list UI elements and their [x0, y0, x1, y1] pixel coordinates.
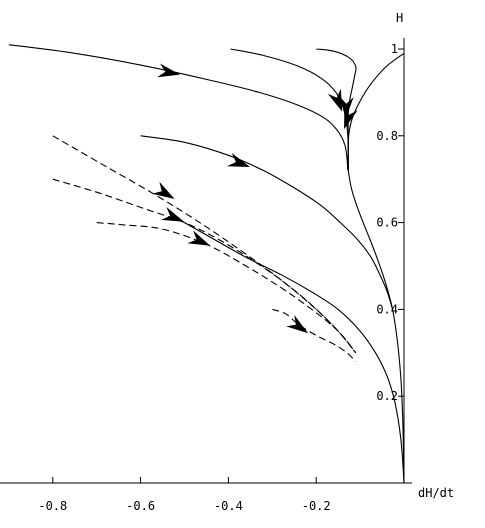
direction-arrows: [152, 63, 358, 334]
y-tick-label: 1: [391, 42, 398, 56]
dashed-trajectory-9: [96, 222, 357, 354]
y-tick-label: 0.4: [376, 302, 398, 316]
arrowhead-5: [227, 153, 251, 168]
trajectory-curves: [8, 44, 405, 484]
solid-trajectory-5: [140, 135, 394, 310]
x-ticks: -0.8 -0.6 -0.4 -0.2: [38, 477, 331, 513]
x-tick-label: -0.8: [38, 499, 67, 513]
axes: -0.8 -0.6 -0.4 -0.2 0.2 0.4 0.6 0.8 1 dH/dt H: [0, 11, 454, 513]
dashed-trajectory-10: [272, 308, 357, 362]
arrowhead-10: [286, 314, 309, 334]
x-axis-label: dH/dt: [418, 486, 454, 500]
arrowhead-7: [152, 181, 175, 200]
y-tick-label: 0.6: [376, 216, 398, 230]
x-tick-label: -0.6: [126, 499, 155, 513]
y-tick-label: 0.2: [376, 389, 398, 403]
y-axis-label: H: [396, 11, 403, 25]
dashed-trajectory-8: [52, 178, 357, 354]
x-tick-label: -0.4: [214, 499, 243, 513]
x-tick-label: -0.2: [302, 499, 331, 513]
y-ticks: 0.2 0.4 0.6 0.8 1: [376, 42, 404, 403]
solid-trajectory-1: [230, 48, 349, 171]
solid-trajectory-2: [316, 48, 357, 171]
arrowhead-9: [187, 230, 211, 246]
solid-trajectory-3: [347, 52, 405, 171]
solid-trajectory-6: [184, 222, 405, 484]
arrowhead-8: [161, 206, 185, 222]
arrowhead-3: [344, 106, 358, 130]
dashed-trajectory-7: [52, 135, 357, 354]
solid-trajectory-0: [8, 44, 349, 171]
arrowhead-2: [339, 96, 354, 119]
arrowhead-0: [157, 63, 181, 78]
y-tick-label: 0.8: [376, 129, 398, 143]
arrowhead-1: [327, 88, 343, 112]
